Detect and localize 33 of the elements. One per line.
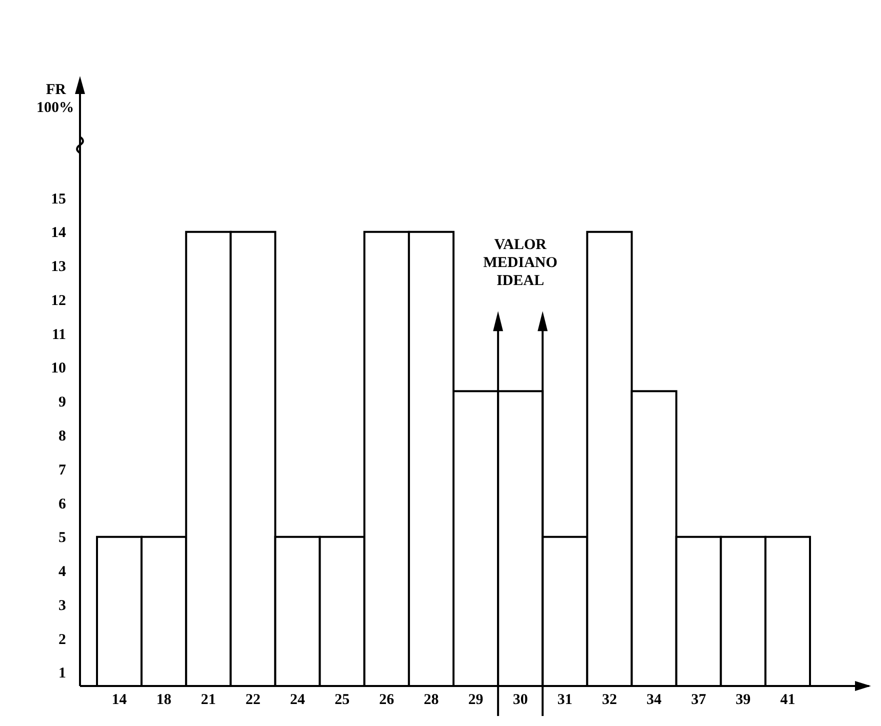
y-tick-label: 11 [52, 326, 66, 343]
x-tick-label: 31 [557, 692, 572, 708]
y-tick-label: 12 [51, 292, 66, 309]
x-tick-label: 22 [245, 692, 260, 708]
text: FR 100% [36, 82, 74, 116]
y-tick-label: 13 [51, 259, 66, 276]
y-tick-label: 15 [51, 191, 66, 208]
x-tick-label: 41 [780, 692, 796, 708]
x-tick-label: 14 [112, 692, 128, 708]
x-tick-label: 34 [646, 692, 662, 708]
x-tick-label: 37 [691, 692, 707, 708]
x-tick-label: 30 [512, 692, 528, 708]
y-tick-label: 9 [58, 394, 66, 411]
y-tick-label: 4 [58, 564, 66, 580]
x-tick-label: 29 [468, 692, 484, 708]
x-tick-label: 18 [156, 692, 172, 708]
y-tick-label: 8 [58, 428, 66, 444]
annotation: VALOR MEDIANO IDEAL [483, 237, 558, 290]
y-tick-label: 2 [58, 632, 66, 648]
y-tick-label: 6 [58, 496, 66, 512]
y-tick-label: 1 [58, 666, 66, 682]
y-tick-label: 3 [58, 598, 66, 614]
y-tick-label: 7 [58, 462, 66, 478]
x-tick-label: 32 [602, 692, 617, 708]
y-tick-label: 14 [51, 225, 66, 242]
x-tick-label: 26 [379, 692, 395, 708]
x-tick-label: 21 [200, 692, 216, 708]
y-tick-label: 10 [51, 360, 66, 377]
x-tick-label: 28 [424, 692, 439, 708]
x-tick-label: 24 [290, 692, 306, 708]
y-tick-label: 5 [58, 530, 66, 546]
x-tick-label: 25 [334, 692, 350, 708]
x-tick-label: 39 [736, 692, 751, 708]
